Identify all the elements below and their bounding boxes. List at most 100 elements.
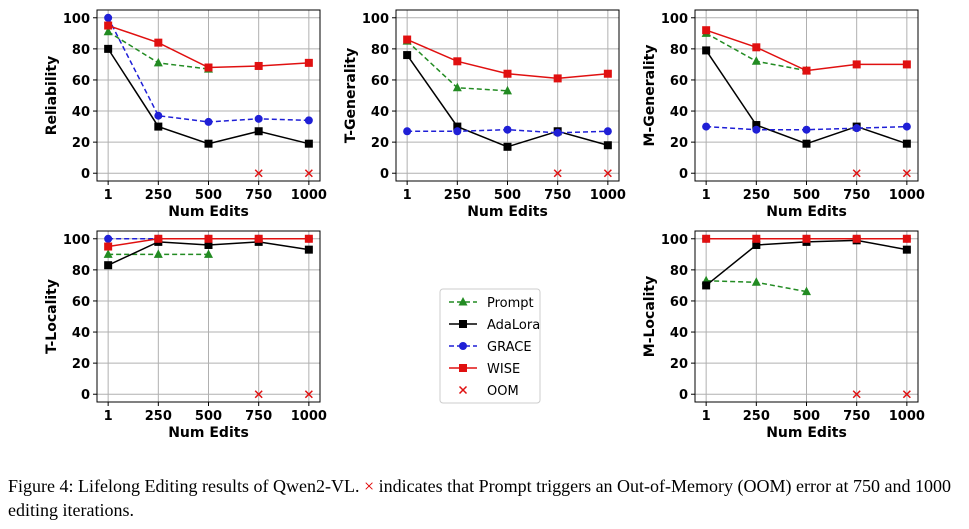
point-wise [104,21,113,30]
y-tick-label: 0 [679,388,688,403]
x-tick-label: 500 [195,409,222,424]
caption-suffix: indicates that Prompt triggers an Out-of… [8,476,951,520]
point-adalora [403,51,412,60]
y-tick-label: 100 [661,12,688,27]
point-wise [852,60,861,69]
point-adalora [702,281,711,290]
point-adalora [204,240,213,249]
point-adalora [104,261,113,270]
x-tick-label: 1 [702,188,711,203]
point-oom-stroke-b [553,169,562,178]
x-tick-label: 500 [195,188,222,203]
point-oom-stroke-b [852,390,861,399]
x-tick-label: 250 [743,188,770,203]
point-wise [154,38,163,47]
y-tick-label: 60 [72,295,90,310]
point-wise [553,74,562,83]
y-tick-label: 100 [63,12,90,27]
point-oom-stroke-b [304,169,313,178]
point-wise [453,57,462,66]
x-tick-label: 1000 [291,188,327,203]
point-adalora [802,139,811,148]
y-tick-label: 20 [670,357,688,372]
y-tick-label: 20 [72,136,90,151]
x-tick-label: 750 [544,188,571,203]
point-adalora [104,44,113,53]
legend-marker [459,320,467,328]
x-tick-label: 500 [494,188,521,203]
point-wise [204,63,213,72]
x-tick-label: 1 [702,409,711,424]
legend-item-wise: WISE [449,362,520,377]
chart-2: 1 250 500 750 1000 0 20 40 60 80 100 Num Edits T-Gen… [343,9,626,220]
point-oom-stroke-b [902,390,911,399]
x-tick-label: 250 [743,409,770,424]
point-wise [702,234,711,243]
point-adalora [702,46,711,55]
point-oom [852,169,861,178]
legend-label: WISE [487,362,520,377]
point-oom-stroke-b [304,390,313,399]
point-wise [403,35,412,44]
point-grace [154,111,163,120]
x-tick-label: 250 [145,188,172,203]
y-axis-label: T-Generality [343,48,359,144]
legend-marker [459,342,467,350]
point-adalora [453,122,462,131]
point-grace [702,122,711,131]
point-grace [403,127,412,136]
point-wise [802,66,811,75]
point-oom-stroke-b [254,169,263,178]
x-tick-label: 750 [245,409,272,424]
point-oom [304,390,313,399]
point-oom [254,390,263,399]
x-tick-label: 250 [444,188,471,203]
point-grace [304,116,313,125]
point-prompt [751,277,761,286]
point-prompt [802,286,811,296]
point-oom [254,169,263,178]
point-wise [702,26,711,35]
point-wise [254,234,263,243]
point-oom-stroke-b [902,169,911,178]
legend-item-adalora: AdaLora [449,318,540,333]
point-grace [104,234,113,243]
point-oom [304,169,313,178]
point-grace [254,114,263,123]
point-grace [752,125,761,134]
x-tick-label: 750 [843,188,870,203]
y-tick-label: 60 [670,295,688,310]
x-tick-label: 1 [104,188,113,203]
point-adalora [902,245,911,254]
point-oom [902,390,911,399]
y-tick-label: 80 [72,43,90,58]
point-grace [603,127,612,136]
point-grace [204,117,213,126]
y-tick-label: 20 [72,357,90,372]
caption-prefix: Figure 4: Lifelong Editing results of Qw… [8,476,360,496]
point-grace [453,127,462,136]
point-adalora [603,141,612,150]
y-axis-label: M-Generality [642,45,658,147]
y-tick-label: 0 [81,388,90,403]
legend-marker [458,385,468,395]
x-tick-label: 500 [793,409,820,424]
point-grace [852,124,861,133]
x-tick-label: 1000 [889,409,925,424]
chart-1: 1 250 500 750 1000 0 20 40 60 80 100 Num Edits Relia… [44,9,327,220]
point-adalora [304,139,313,148]
x-tick-label: 1 [403,188,412,203]
point-wise [902,234,911,243]
point-prompt [103,26,113,36]
point-wise [154,234,163,243]
y-tick-label: 40 [670,105,688,120]
oom-symbol: × [363,476,375,496]
point-adalora [154,122,163,131]
point-wise [603,69,612,78]
y-tick-label: 40 [670,326,688,341]
y-tick-label: 20 [371,136,389,151]
point-adalora [304,245,313,254]
point-wise [802,234,811,243]
chart-4: 1 250 500 750 1000 0 20 40 60 80 100 Num Edits T-Loc… [44,230,327,441]
point-wise [254,61,263,70]
